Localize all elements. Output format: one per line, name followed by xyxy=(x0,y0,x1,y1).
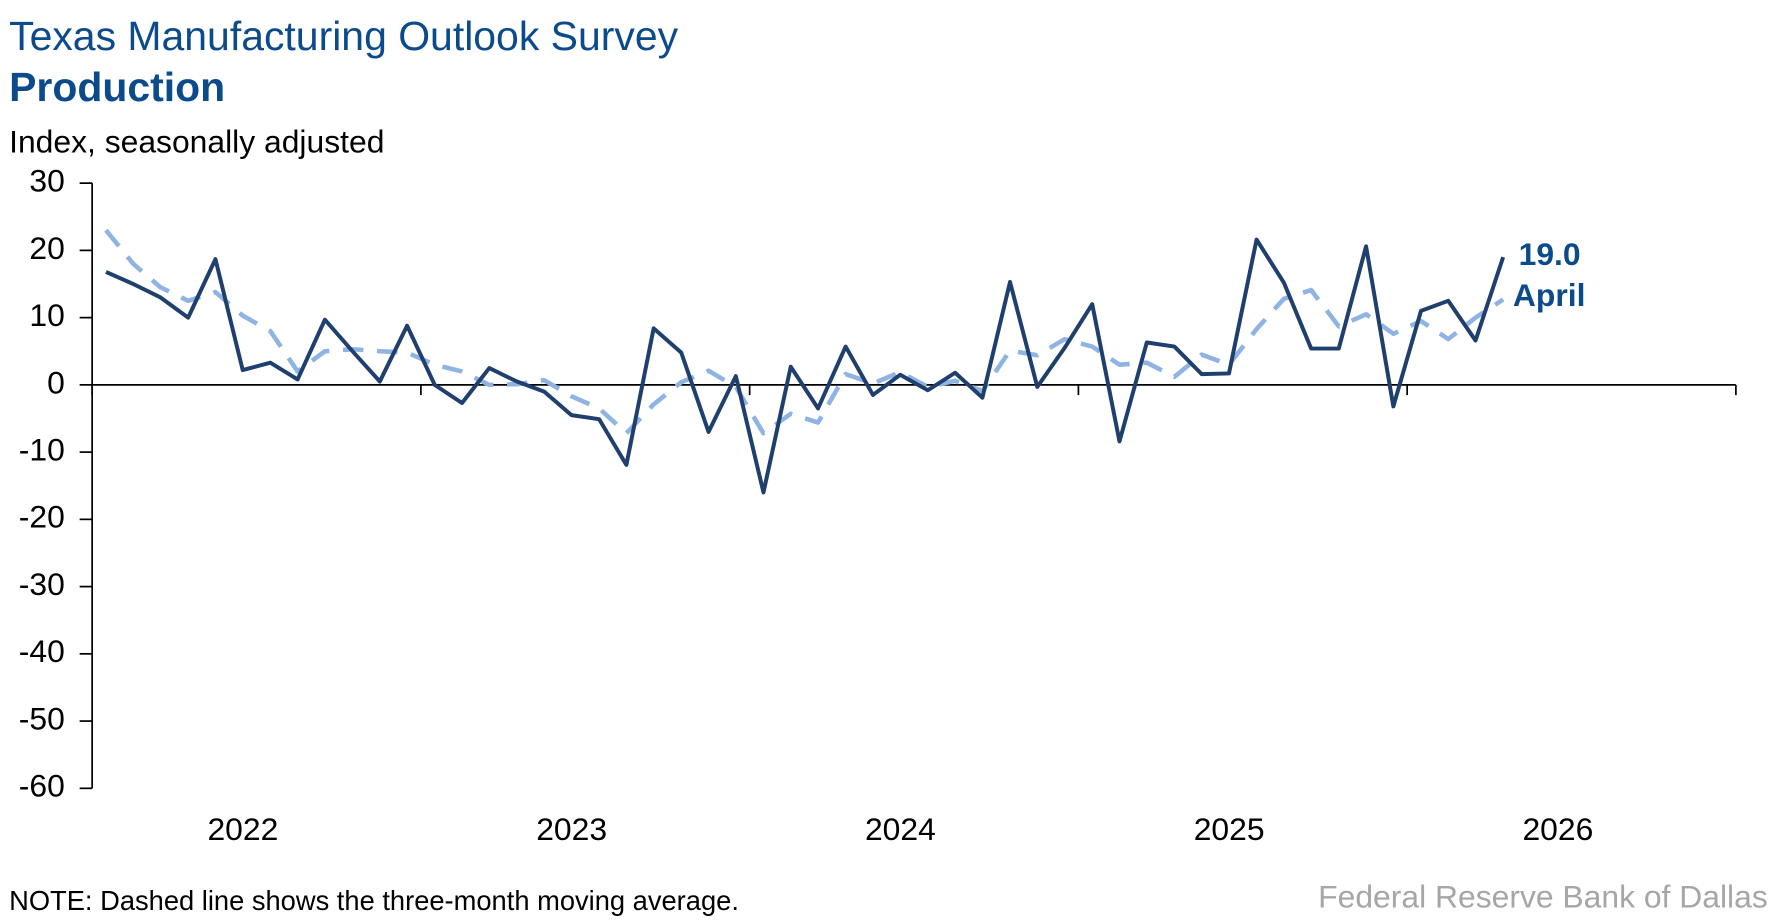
y-tick-label: -60 xyxy=(19,768,65,804)
y-tick-label: -10 xyxy=(19,432,65,468)
x-tick-label: 2025 xyxy=(1194,811,1265,847)
y-axis-label: Index, seasonally adjusted xyxy=(9,123,384,159)
x-tick-label: 2026 xyxy=(1522,811,1593,847)
y-tick-label: 20 xyxy=(29,230,64,266)
chart-subtitle: Production xyxy=(9,64,225,110)
x-tick-label: 2024 xyxy=(865,811,936,847)
data-line xyxy=(105,237,1506,495)
annotation-value: 19.0 xyxy=(1519,236,1581,272)
y-tick-label: 0 xyxy=(47,364,65,400)
source: Federal Reserve Bank of Dallas xyxy=(1318,879,1768,915)
y-tick-label: -40 xyxy=(19,633,65,669)
note: NOTE: Dashed line shows the three-month … xyxy=(9,885,739,916)
y-tick-label: 30 xyxy=(29,163,64,199)
chart-title: Texas Manufacturing Outlook Survey xyxy=(9,13,679,59)
y-tick-label: -50 xyxy=(19,700,65,736)
y-tick-label: -20 xyxy=(19,499,65,535)
moving-average-line xyxy=(104,228,1505,436)
y-tick-label: 10 xyxy=(29,297,64,333)
x-tick-label: 2023 xyxy=(536,811,607,847)
y-tick-label: -30 xyxy=(19,566,65,602)
x-tick-label: 2022 xyxy=(207,811,278,847)
annotation-month: April xyxy=(1513,277,1586,313)
